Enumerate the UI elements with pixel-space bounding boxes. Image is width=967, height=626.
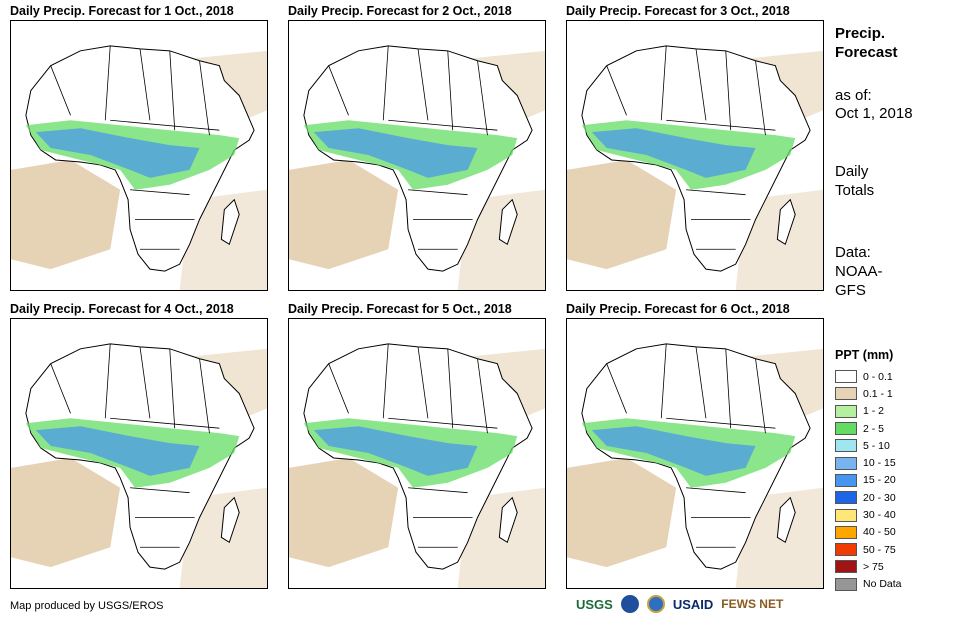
usaid-logo: USAID [672, 596, 714, 612]
legend-label: 50 - 75 [863, 543, 896, 556]
forecast-panel-2: Daily Precip. Forecast for 2 Oct., 2018 [288, 4, 546, 291]
legend-label: 0 - 0.1 [863, 370, 893, 383]
legend-label: 2 - 5 [863, 422, 885, 435]
forecast-panel-1: Daily Precip. Forecast for 1 Oct., 2018 [10, 4, 268, 291]
legend-swatch [835, 439, 857, 453]
panel-title: Daily Precip. Forecast for 1 Oct., 2018 [10, 4, 234, 18]
legend-label: > 75 [863, 560, 884, 573]
logo-strip: USGS USAID FEWS NET [576, 595, 783, 613]
precip-map [566, 20, 824, 291]
legend-label: 5 - 10 [863, 439, 890, 452]
data-label: Data: [835, 244, 871, 261]
forecast-panel-4: Daily Precip. Forecast for 4 Oct., 2018 [10, 302, 268, 589]
legend-title: PPT (mm) [835, 348, 894, 362]
precip-map [566, 318, 824, 589]
legend-label: 20 - 30 [863, 491, 896, 504]
info-title-1: Precip. [835, 25, 886, 42]
panel-title: Daily Precip. Forecast for 2 Oct., 2018 [288, 4, 512, 18]
legend-swatch [835, 560, 857, 574]
legend-item: 2 - 5 [835, 420, 955, 437]
legend-label: No Data [863, 578, 902, 591]
legend-item: 20 - 30 [835, 489, 955, 506]
fews-net-logo: FEWS NET [721, 597, 784, 611]
legend-item: 40 - 50 [835, 524, 955, 541]
data-source-2: GFS [835, 282, 866, 299]
legend-label: 40 - 50 [863, 526, 896, 539]
forecast-panel-6: Daily Precip. Forecast for 6 Oct., 2018 [566, 302, 824, 589]
legend-item: 1 - 2 [835, 403, 955, 420]
legend-swatch [835, 525, 857, 539]
legend-label: 10 - 15 [863, 457, 896, 470]
forecast-panel-5: Daily Precip. Forecast for 5 Oct., 2018 [288, 302, 546, 589]
precip-map [288, 20, 546, 291]
asof-label: as of: [835, 87, 872, 104]
asof-date: Oct 1, 2018 [835, 105, 913, 122]
legend-item: 5 - 10 [835, 437, 955, 454]
usgs-logo: USGS [576, 596, 613, 612]
noaa-logo [620, 595, 639, 613]
legend-label: 15 - 20 [863, 474, 896, 487]
ppt-legend: PPT (mm) 0 - 0.1 0.1 - 1 1 - 2 2 - 5 5 - 10 1… [835, 348, 955, 593]
legend-label: 1 - 2 [863, 405, 885, 418]
precip-map [10, 318, 268, 589]
panel-title: Daily Precip. Forecast for 6 Oct., 2018 [566, 302, 790, 316]
legend-label: 0.1 - 1 [863, 387, 893, 400]
legend-item: 0 - 0.1 [835, 368, 955, 385]
panel-title: Daily Precip. Forecast for 4 Oct., 2018 [10, 302, 234, 316]
seal-logo [646, 595, 665, 613]
legend-item: 0.1 - 1 [835, 385, 955, 402]
panel-title: Daily Precip. Forecast for 3 Oct., 2018 [566, 4, 790, 18]
legend-swatch [835, 473, 857, 487]
precip-map [288, 318, 546, 589]
legend-label: 30 - 40 [863, 509, 896, 522]
data-source-1: NOAA- [835, 263, 883, 280]
legend-swatch [835, 422, 857, 436]
panel-title: Daily Precip. Forecast for 5 Oct., 2018 [288, 302, 512, 316]
legend-item: 50 - 75 [835, 541, 955, 558]
legend-item: 15 - 20 [835, 472, 955, 489]
legend-swatch [835, 370, 857, 384]
legend-item: No Data [835, 576, 955, 593]
legend-swatch [835, 387, 857, 401]
legend-swatch [835, 543, 857, 557]
legend-item: 10 - 15 [835, 454, 955, 471]
totals-line2: Totals [835, 182, 875, 199]
legend-item: 30 - 40 [835, 506, 955, 523]
forecast-panel-3: Daily Precip. Forecast for 3 Oct., 2018 [566, 4, 824, 291]
legend-swatch [835, 577, 857, 591]
legend-swatch [835, 508, 857, 522]
totals-line1: Daily [835, 163, 869, 180]
info-title-2: Forecast [835, 44, 898, 61]
credit-text: Map produced by USGS/EROS [10, 600, 164, 612]
precip-map [10, 20, 268, 291]
legend-swatch [835, 404, 857, 418]
legend-swatch [835, 456, 857, 470]
legend-swatch [835, 491, 857, 505]
legend-item: > 75 [835, 558, 955, 575]
